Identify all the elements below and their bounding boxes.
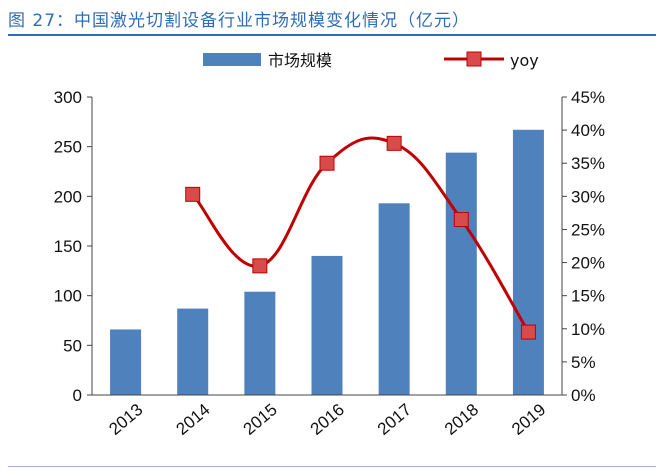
- right-tick-label: 5%: [571, 353, 596, 372]
- x-tick-label: 2017: [374, 400, 415, 439]
- left-tick-label: 250: [54, 138, 82, 157]
- right-tick-label: 40%: [571, 121, 605, 140]
- yoy-point-2015: [252, 258, 268, 274]
- right-tick-label: 20%: [571, 254, 605, 273]
- x-tick-label: 2013: [105, 400, 146, 439]
- bottom-rule: [8, 466, 656, 467]
- right-tick-label: 25%: [571, 220, 605, 239]
- x-tick-label: 2018: [441, 400, 482, 439]
- x-tick-label: 2019: [508, 400, 549, 439]
- bar-2019: [512, 129, 544, 395]
- yoy-point-2019: [520, 324, 536, 340]
- x-axis: 2013 2014 2015 2016 2017 2018 2019: [92, 394, 562, 439]
- x-tick-label: 2014: [172, 400, 213, 439]
- right-tick-label: 45%: [571, 88, 605, 107]
- left-tick-label: 200: [54, 187, 82, 206]
- legend-label-line: yoy: [510, 51, 539, 70]
- bar-2018: [445, 152, 477, 395]
- yoy-line: [191, 136, 530, 333]
- x-tick-label: 2015: [240, 400, 281, 439]
- title-underline: [8, 34, 656, 36]
- left-tick-label: 100: [54, 287, 82, 306]
- right-tick-label: 0%: [571, 386, 596, 405]
- right-axis: 0% 5% 10% 15% 20% 25% 30% 35% 40% 45%: [562, 88, 605, 405]
- left-tick-label: 300: [54, 88, 82, 107]
- right-tick-label: 35%: [571, 154, 605, 173]
- bar-2014: [177, 308, 209, 395]
- right-tick-label: 30%: [571, 187, 605, 206]
- legend-label-bar: 市场规模: [268, 51, 332, 70]
- left-axis: 0 50 100 150 200 250 300: [54, 88, 92, 405]
- yoy-point-2016: [319, 155, 335, 171]
- right-tick-label: 10%: [571, 320, 605, 339]
- bar-2013: [110, 329, 142, 395]
- legend-bar-swatch: [203, 53, 261, 66]
- left-tick-label: 0: [73, 386, 82, 405]
- yoy-point-2017: [386, 135, 402, 151]
- line-series: [185, 135, 536, 340]
- right-tick-label: 15%: [571, 287, 605, 306]
- x-tick-label: 2016: [307, 400, 348, 439]
- figure-title: 图 27：中国激光切割设备行业市场规模变化情况（亿元）: [8, 11, 471, 31]
- bar-series: [110, 129, 544, 395]
- yoy-point-2014: [185, 186, 201, 202]
- bar-2015: [244, 291, 276, 395]
- yoy-point-2018: [453, 212, 469, 228]
- left-tick-label: 50: [63, 336, 82, 355]
- bar-2017: [378, 203, 410, 395]
- legend-line-marker: [466, 51, 482, 67]
- bar-2016: [311, 255, 343, 395]
- legend: 市场规模 yoy: [203, 51, 539, 70]
- left-tick-label: 150: [54, 237, 82, 256]
